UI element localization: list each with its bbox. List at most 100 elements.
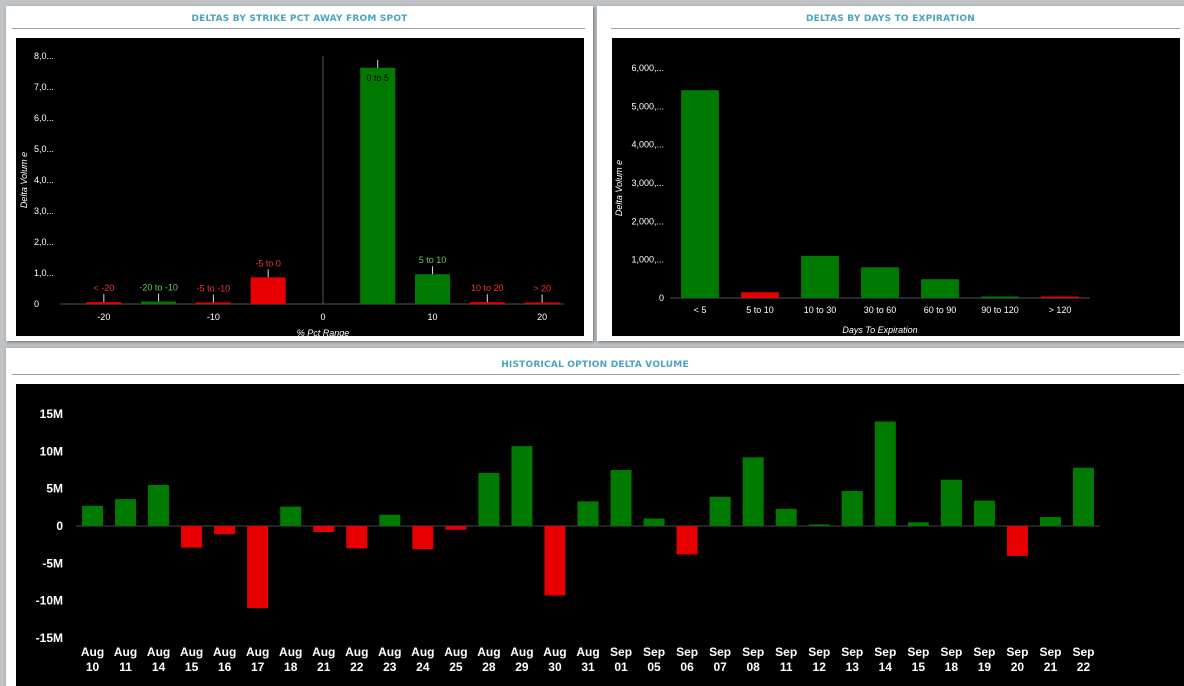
historical-x-tick-day: 14 [152, 660, 166, 674]
historical-x-tick-day: 28 [482, 660, 496, 674]
days-bar [681, 90, 719, 298]
historical-x-tick-month: Sep [775, 645, 797, 659]
days-bar [741, 292, 779, 298]
days-y-tick-label: 3,000,... [631, 178, 664, 188]
historical-bar [181, 526, 203, 548]
days-x-tick-label: 10 to 30 [804, 305, 837, 315]
strike-pct-bar [469, 302, 505, 304]
historical-x-tick-day: 20 [1011, 660, 1025, 674]
historical-x-tick-day: 01 [614, 660, 628, 674]
historical-x-tick-day: 14 [879, 660, 893, 674]
historical-y-tick-label: -10M [36, 594, 63, 608]
historical-x-tick-month: Aug [180, 645, 203, 659]
historical-x-tick-day: 15 [912, 660, 926, 674]
historical-bar [577, 501, 599, 526]
historical-x-tick-month: Sep [676, 645, 698, 659]
days-x-tick-label: 90 to 120 [981, 305, 1019, 315]
strike-pct-y-tick-label: 6,0... [34, 113, 54, 123]
strike-pct-bar [86, 302, 122, 304]
days-bar [921, 279, 959, 298]
historical-bar [1039, 517, 1061, 526]
historical-x-tick-month: Sep [841, 645, 863, 659]
historical-x-tick-month: Aug [279, 645, 302, 659]
strike-pct-y-tick-label: 0 [34, 299, 39, 309]
historical-bar [742, 457, 764, 526]
historical-bar [907, 522, 929, 526]
days-to-expiration-chart-svg: 0 1,000,... 2,000,... 3,000,... 4,000,... 5,0… [614, 63, 1090, 335]
historical-x-tick-month: Aug [246, 645, 269, 659]
historical-bar [247, 526, 269, 609]
historical-x-tick-day: 08 [746, 660, 760, 674]
historical-x-tick-day: 15 [185, 660, 199, 674]
strike-pct-bar [360, 67, 396, 304]
days-bar [861, 267, 899, 298]
historical-y-tick-label: 5M [46, 482, 63, 496]
historical-x-tick-month: Sep [1072, 645, 1094, 659]
days-to-expiration-title-rule [611, 28, 1180, 29]
days-y-axis-title: Delta Volum e [614, 160, 624, 216]
historical-x-tick-month: Sep [1006, 645, 1028, 659]
strike-pct-bar-label: < -20 [93, 283, 114, 293]
days-to-expiration-chart: 0 1,000,... 2,000,... 3,000,... 4,000,... 5,0… [612, 38, 1180, 336]
days-to-expiration-panel: DELTAS BY DAYS TO EXPIRATION 0 1,000,... 2… [597, 6, 1184, 341]
historical-x-tick-day: 30 [548, 660, 562, 674]
days-bar [981, 296, 1019, 298]
days-y-tick-label: 1,000,... [631, 255, 664, 265]
historical-x-tick-day: 19 [978, 660, 992, 674]
historical-x-tick-day: 12 [813, 660, 827, 674]
strike-pct-y-tick-label: 2,0... [34, 237, 54, 247]
strike-pct-y-axis-title: Delta Volum e [19, 152, 29, 208]
strike-pct-bar-label: 0 to 5 [366, 73, 389, 83]
strike-pct-y-tick-label: 4,0... [34, 175, 54, 185]
historical-delta-title-rule [12, 374, 1180, 375]
strike-pct-bar-label: -20 to -10 [139, 283, 178, 293]
strike-pct-bar [141, 301, 177, 304]
strike-pct-bar-label: -5 to 0 [255, 258, 281, 268]
strike-pct-x-tick-label: 0 [320, 312, 325, 322]
historical-x-tick-day: 22 [1077, 660, 1091, 674]
historical-x-tick-day: 05 [647, 660, 661, 674]
historical-x-tick-month: Aug [147, 645, 170, 659]
historical-bar [610, 470, 632, 526]
historical-bar [808, 524, 830, 527]
historical-x-tick-month: Sep [808, 645, 830, 659]
strike-pct-bar-label: -5 to -10 [197, 284, 231, 294]
historical-bar [346, 526, 368, 549]
historical-x-tick-month: Aug [411, 645, 434, 659]
historical-x-tick-day: 06 [680, 660, 694, 674]
historical-x-tick-month: Aug [378, 645, 401, 659]
historical-x-tick-day: 18 [945, 660, 959, 674]
days-x-axis-title: Days To Expiration [842, 325, 917, 335]
historical-bar [841, 490, 863, 526]
historical-x-tick-day: 10 [86, 660, 100, 674]
historical-y-tick-label: -5M [42, 556, 63, 570]
days-x-tick-label: 60 to 90 [924, 305, 957, 315]
historical-bar [280, 506, 302, 526]
historical-x-tick-day: 18 [284, 660, 298, 674]
historical-x-tick-day: 17 [251, 660, 265, 674]
historical-x-tick-day: 23 [383, 660, 397, 674]
days-x-tick-label: < 5 [694, 305, 707, 315]
historical-x-tick-month: Aug [576, 645, 599, 659]
historical-bar [115, 499, 137, 526]
historical-x-tick-month: Sep [907, 645, 929, 659]
historical-x-tick-day: 25 [449, 660, 463, 674]
strike-pct-bar [414, 274, 451, 304]
historical-x-tick-day: 11 [119, 660, 132, 674]
strike-pct-title-rule [12, 28, 585, 29]
strike-pct-bar-label: > 20 [533, 284, 551, 294]
historical-bar [148, 484, 170, 526]
historical-x-tick-day: 16 [218, 660, 232, 674]
historical-bar [676, 526, 698, 555]
historical-x-tick-month: Aug [312, 645, 335, 659]
historical-x-tick-month: Aug [543, 645, 566, 659]
strike-pct-title: DELTAS BY STRIKE PCT AWAY FROM SPOT [191, 14, 408, 24]
historical-bar [445, 526, 467, 530]
strike-pct-y-tick-label: 7,0... [34, 82, 54, 92]
historical-x-tick-month: Sep [643, 645, 665, 659]
days-bar [801, 255, 839, 298]
days-y-tick-label: 5,000,... [631, 101, 664, 111]
historical-bar [940, 479, 962, 526]
strike-pct-x-tick-label: 20 [537, 312, 547, 322]
days-to-expiration-title: DELTAS BY DAYS TO EXPIRATION [805, 14, 976, 24]
